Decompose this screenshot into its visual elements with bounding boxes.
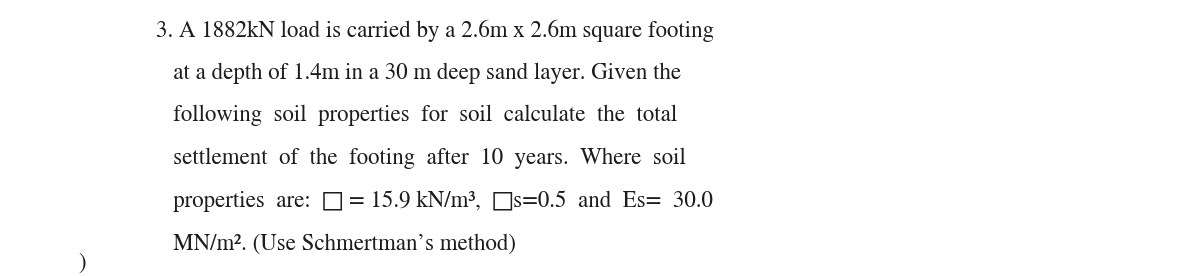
Text: properties  are:  □ = 15.9 kN/m³,  □s=0.5  and  Es=  30.0: properties are: □ = 15.9 kN/m³, □s=0.5 a… <box>156 190 713 212</box>
Text: ): ) <box>78 253 85 274</box>
Text: at a depth of 1.4m in a 30 m deep sand layer. Given the: at a depth of 1.4m in a 30 m deep sand l… <box>156 62 682 84</box>
Text: following  soil  properties  for  soil  calculate  the  total: following soil properties for soil calcu… <box>156 105 677 126</box>
Text: 3. A 1882kN load is carried by a 2.6m x 2.6m square footing: 3. A 1882kN load is carried by a 2.6m x … <box>156 19 714 42</box>
Text: settlement  of  the  footing  after  10  years.  Where  soil: settlement of the footing after 10 years… <box>156 148 686 169</box>
Text: MN/m². (Use Schmertman’s method): MN/m². (Use Schmertman’s method) <box>156 233 516 254</box>
